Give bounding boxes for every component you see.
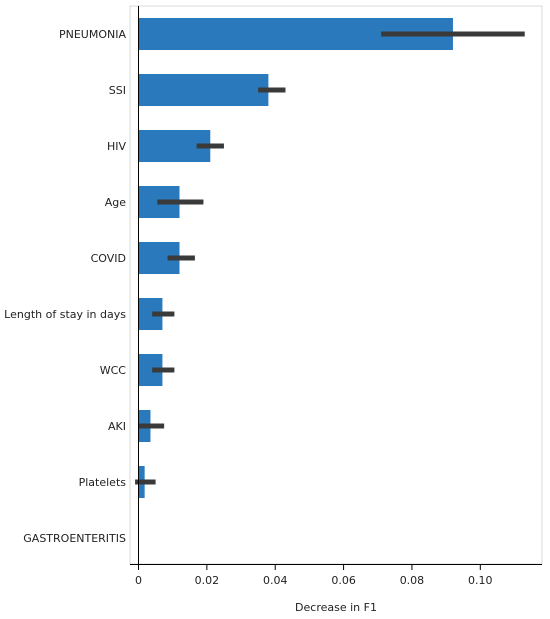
y-tick-label-age: Age xyxy=(105,196,127,209)
bar-wcc xyxy=(138,354,163,386)
x-tick-label: 0.04 xyxy=(263,574,288,587)
y-tick-label-platelets: Platelets xyxy=(79,476,127,489)
x-ticks: 0 0.02 0.04 0.06 0.08 0.10 xyxy=(135,564,493,587)
x-tick-label: 0.10 xyxy=(468,574,493,587)
x-tick-label: 0.02 xyxy=(195,574,220,587)
y-tick-label-ssi: SSI xyxy=(109,84,126,97)
y-tick-label-aki: AKI xyxy=(108,420,126,433)
bar-length-of-stay-in-days xyxy=(138,298,163,330)
bars-group xyxy=(138,18,453,498)
y-tick-labels: PNEUMONIA SSI HIV Age COVID Length of stay in… xyxy=(4,28,126,545)
y-tick-label-length-of-stay-in-days: Length of stay in days xyxy=(4,308,126,321)
error-bars-group xyxy=(135,31,525,485)
x-tick-label: 0 xyxy=(135,574,142,587)
x-tick-label: 0.08 xyxy=(400,574,425,587)
y-tick-label-covid: COVID xyxy=(91,252,126,265)
x-tick-label: 0.06 xyxy=(331,574,356,587)
y-tick-label-hiv: HIV xyxy=(107,140,127,153)
bar-ssi xyxy=(138,74,269,106)
x-axis-title: Decrease in F1 xyxy=(295,601,377,614)
y-tick-label-gastroenteritis: GASTROENTERITIS xyxy=(23,532,126,545)
y-tick-label-wcc: WCC xyxy=(100,364,127,377)
y-tick-label-pneumonia: PNEUMONIA xyxy=(59,28,126,41)
